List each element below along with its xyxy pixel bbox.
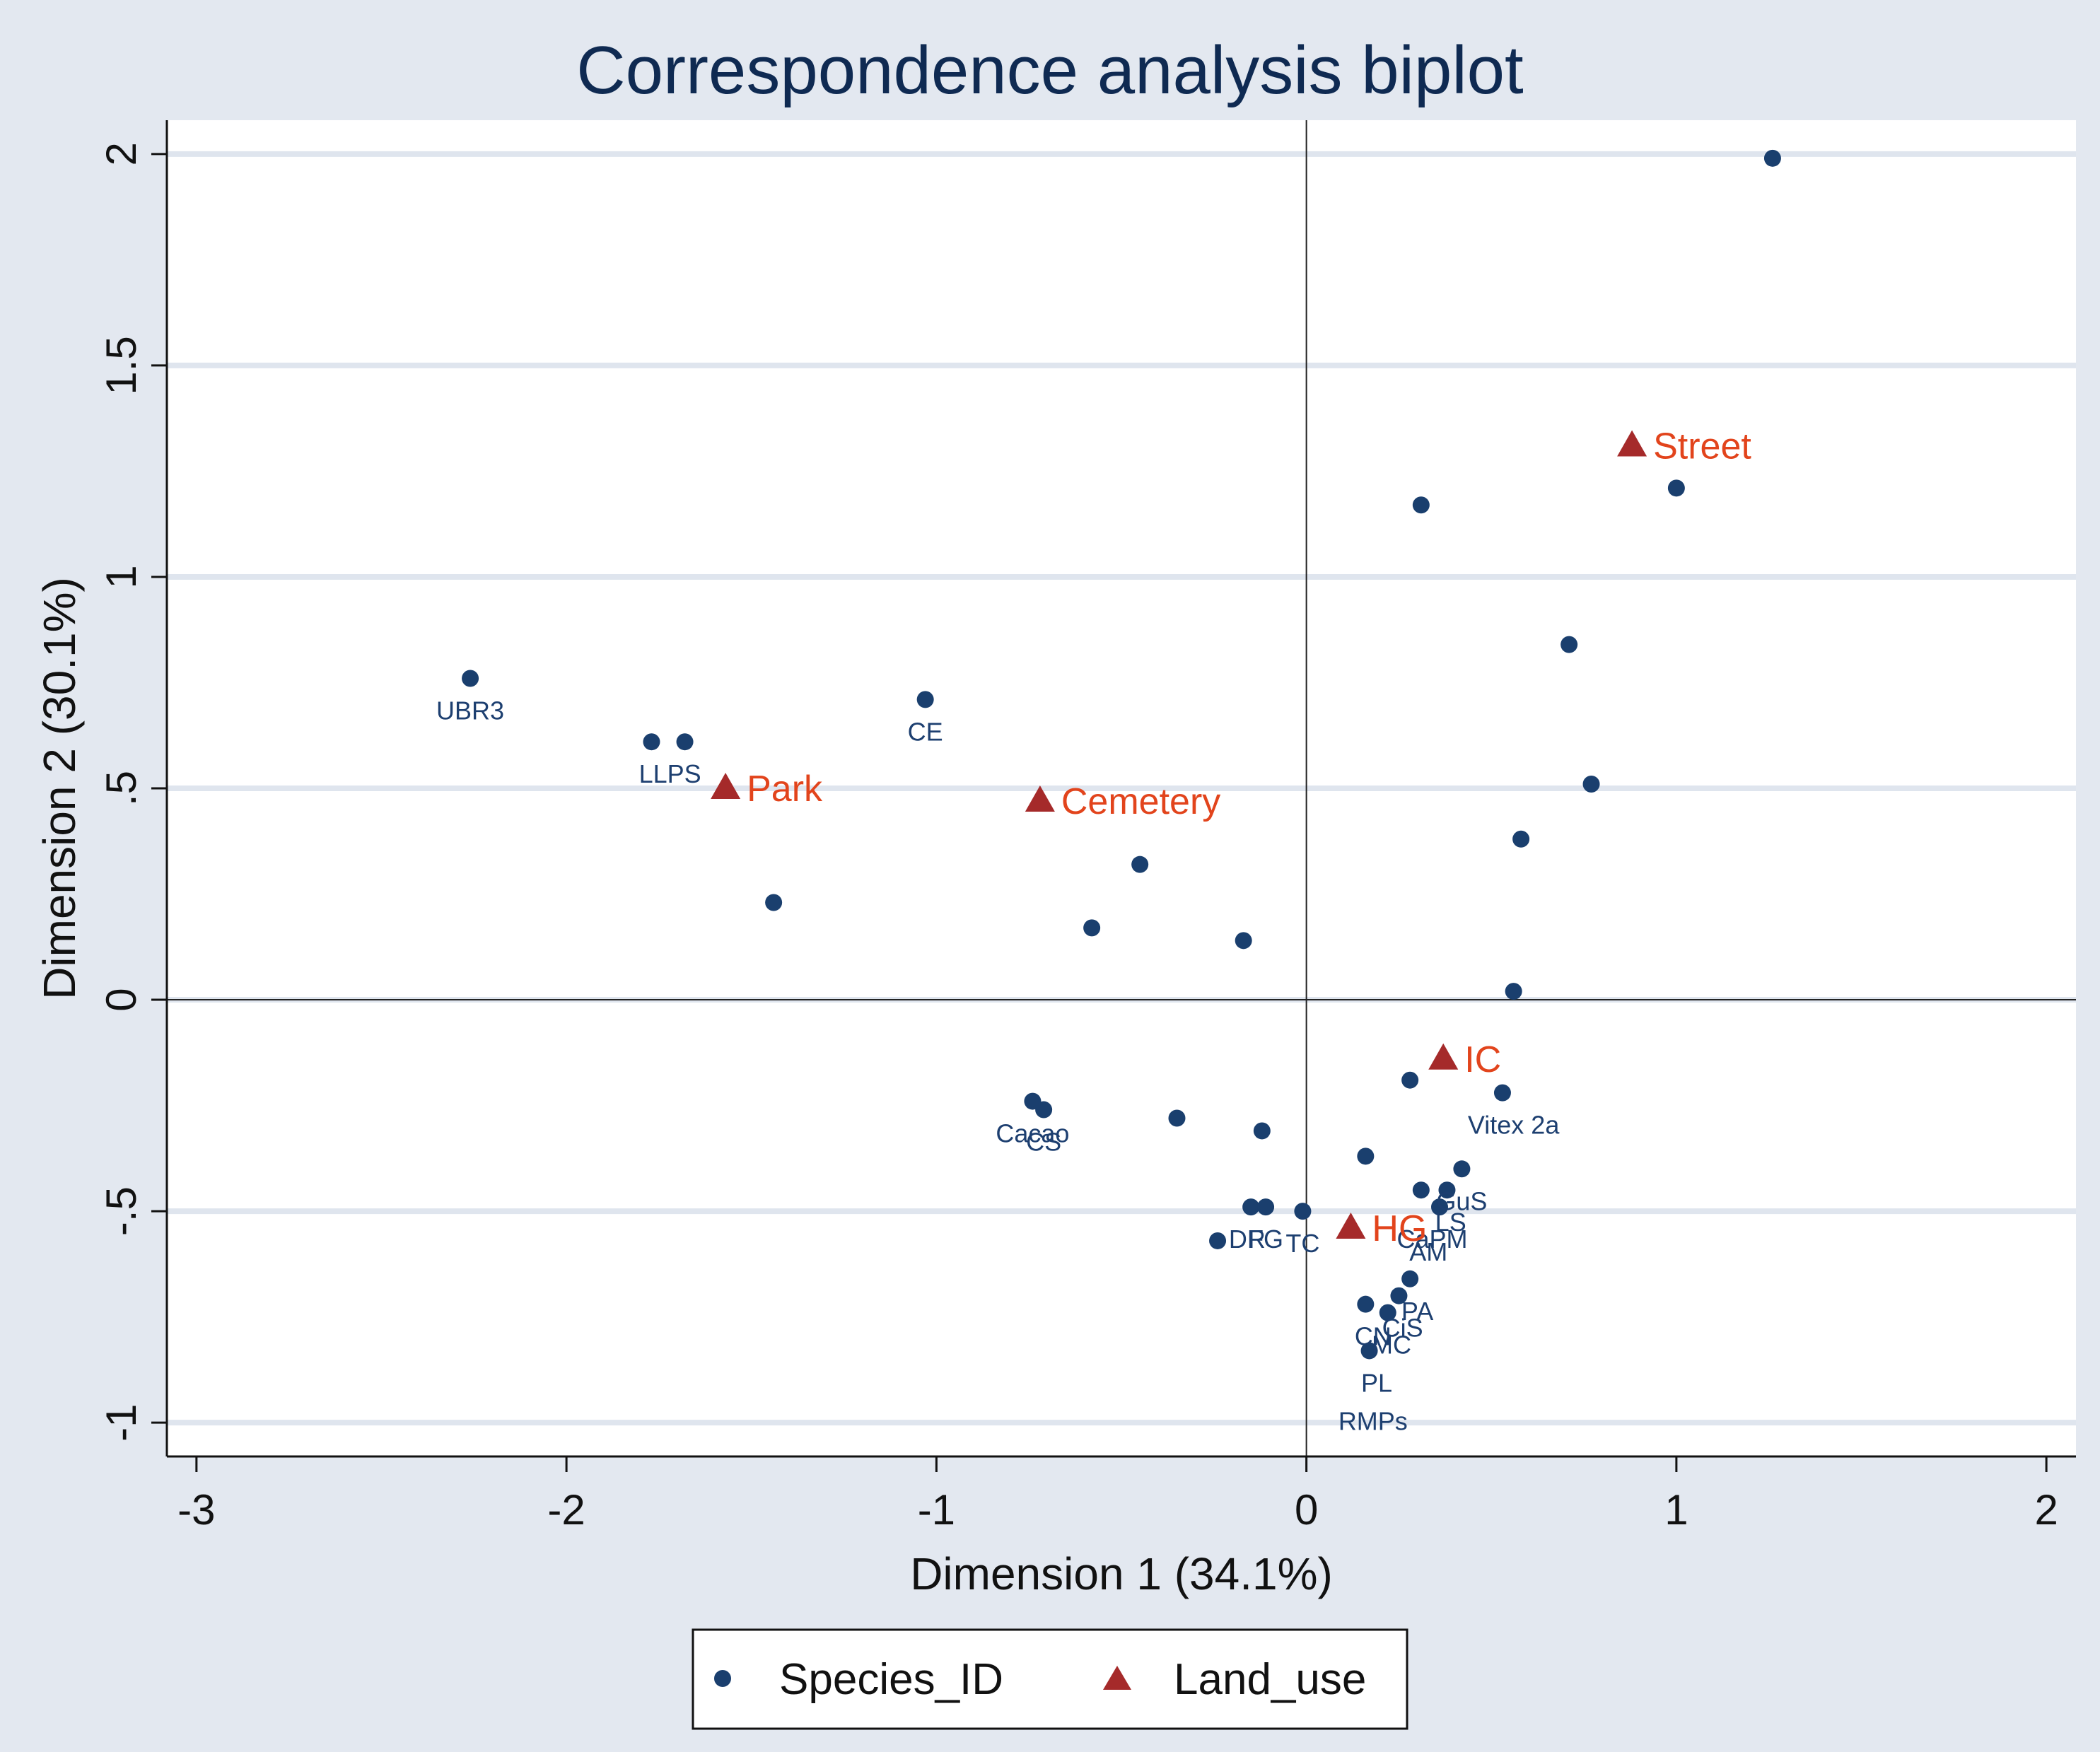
point-species-pl xyxy=(1360,1342,1378,1360)
point-species-pg xyxy=(1253,1122,1271,1140)
label-species-ce: CE xyxy=(908,717,943,746)
legend-landuse-marker xyxy=(1103,1666,1131,1690)
label-species-rmps: RMPs xyxy=(1338,1406,1408,1435)
point-species-pp xyxy=(1235,932,1252,950)
label-species-ubr3: UBR3 xyxy=(436,696,504,725)
label-landuse-cemetery: Cemetery xyxy=(1061,781,1220,822)
point-landuse-cemetery xyxy=(1025,785,1055,812)
x-tick-label-0: 0 xyxy=(1295,1486,1318,1534)
point-species-ubr3 xyxy=(462,670,479,687)
point-species-pd xyxy=(1357,1147,1375,1165)
point-species-dg xyxy=(1209,1232,1227,1249)
label-species-cacao: Cacao xyxy=(996,1119,1069,1148)
x-axis-title: Dimension 1 (34.1%) xyxy=(910,1548,1333,1599)
x-tick-label-1: 1 xyxy=(1664,1486,1688,1534)
label-species-tc: TC xyxy=(1285,1229,1319,1258)
point-species-ks xyxy=(1667,479,1685,497)
label-species-fg: FG xyxy=(1248,1225,1283,1254)
legend-species-label: Species_ID xyxy=(779,1655,1003,1704)
y-tick-label-0: 0 xyxy=(98,988,145,1011)
point-species-cn xyxy=(1357,1295,1375,1313)
point-species-al xyxy=(1412,496,1430,514)
label-species-vitex-2a: Vitex 2a xyxy=(1468,1111,1560,1140)
y-tick-label-5: .5 xyxy=(98,771,145,806)
point-species-ps xyxy=(676,733,694,751)
label-species-pa: PA xyxy=(1401,1297,1433,1326)
x-tick-label-3: -3 xyxy=(177,1486,215,1534)
reference-lines xyxy=(167,120,2076,1456)
point-species-bs xyxy=(1582,776,1600,793)
point-species-cs xyxy=(1035,1101,1053,1119)
label-species-dr: DR xyxy=(1229,1225,1266,1254)
y-axis-ticks: -1 -.5 0 .5 1 1.5 2 xyxy=(98,142,167,1442)
label-species-capm: CaPM xyxy=(1397,1225,1468,1254)
point-species-pa xyxy=(1401,1270,1419,1287)
label-species-mc: MC xyxy=(1372,1331,1411,1360)
point-species-ml xyxy=(1168,1109,1186,1127)
y-tick-label-1: 1 xyxy=(98,565,145,588)
point-species-fs xyxy=(1401,1071,1419,1089)
y-tick-label-1: -1 xyxy=(98,1403,145,1441)
point-landuse-park xyxy=(711,773,741,799)
legend-landuse-label: Land_use xyxy=(1174,1655,1366,1704)
label-landuse-ic: IC xyxy=(1464,1039,1501,1080)
x-axis-ticks: -3 -2 -1 0 1 2 xyxy=(177,1456,2058,1534)
point-species-dr xyxy=(1242,1198,1260,1216)
legend-species-marker xyxy=(714,1670,731,1687)
label-landuse-hg: HG xyxy=(1372,1208,1427,1249)
label-species-cs: CS xyxy=(1026,1128,1061,1157)
point-species-ll xyxy=(643,733,660,751)
y-tick-label-1-5: 1.5 xyxy=(98,336,145,395)
point-species-mi xyxy=(1512,830,1530,848)
point-species-cis xyxy=(1390,1287,1408,1304)
point-species-tc xyxy=(1294,1203,1312,1220)
x-tick-label-2: -2 xyxy=(547,1486,585,1534)
point-species-fg xyxy=(1257,1198,1275,1216)
species-points xyxy=(462,149,1781,1360)
label-species-llps: LLPS xyxy=(639,759,701,788)
legend-box xyxy=(692,1628,1408,1730)
label-landuse-street: Street xyxy=(1653,426,1751,467)
point-species-ses xyxy=(1083,919,1101,937)
point-species-vitex xyxy=(1493,1084,1511,1102)
point-species-pc xyxy=(765,894,783,911)
point-species-gus xyxy=(1453,1160,1471,1178)
label-species-am: AM xyxy=(1409,1237,1447,1266)
point-species-ci xyxy=(916,691,934,708)
label-species-pl: PL xyxy=(1361,1368,1392,1397)
point-species-mt xyxy=(1561,636,1578,653)
point-landuse-ic xyxy=(1428,1043,1459,1070)
y-tick-label-5: -.5 xyxy=(98,1186,145,1236)
point-landuse-hg xyxy=(1336,1213,1366,1239)
label-species-cn: CN xyxy=(1355,1322,1392,1351)
y-axis-title: Dimension 2 (30.1%) xyxy=(34,577,85,1000)
y-tick-label-2: 2 xyxy=(98,142,145,165)
label-landuse-park: Park xyxy=(747,769,823,810)
land-use-points: Street Park Cemetery IC HG xyxy=(711,426,1751,1249)
x-tick-label-1: -1 xyxy=(918,1486,955,1534)
chart-title: Correspondence analysis biplot xyxy=(576,33,1523,108)
point-species-ls xyxy=(1438,1181,1456,1199)
point-species-azl xyxy=(1131,855,1149,873)
legend: Species_ID Land_use xyxy=(692,1628,1408,1730)
label-species-gus: GuS xyxy=(1436,1186,1487,1215)
label-species-ls: LS xyxy=(1435,1208,1466,1237)
label-species-cis: CiS xyxy=(1382,1314,1423,1343)
point-species-mh xyxy=(1763,149,1781,167)
point-species-capm xyxy=(1412,1181,1430,1199)
point-species-mc xyxy=(1379,1304,1396,1321)
point-landuse-street xyxy=(1617,430,1647,457)
x-tick-label-2: 2 xyxy=(2034,1486,2058,1534)
point-species-aa xyxy=(1505,983,1522,1000)
point-species-am xyxy=(1431,1198,1448,1216)
